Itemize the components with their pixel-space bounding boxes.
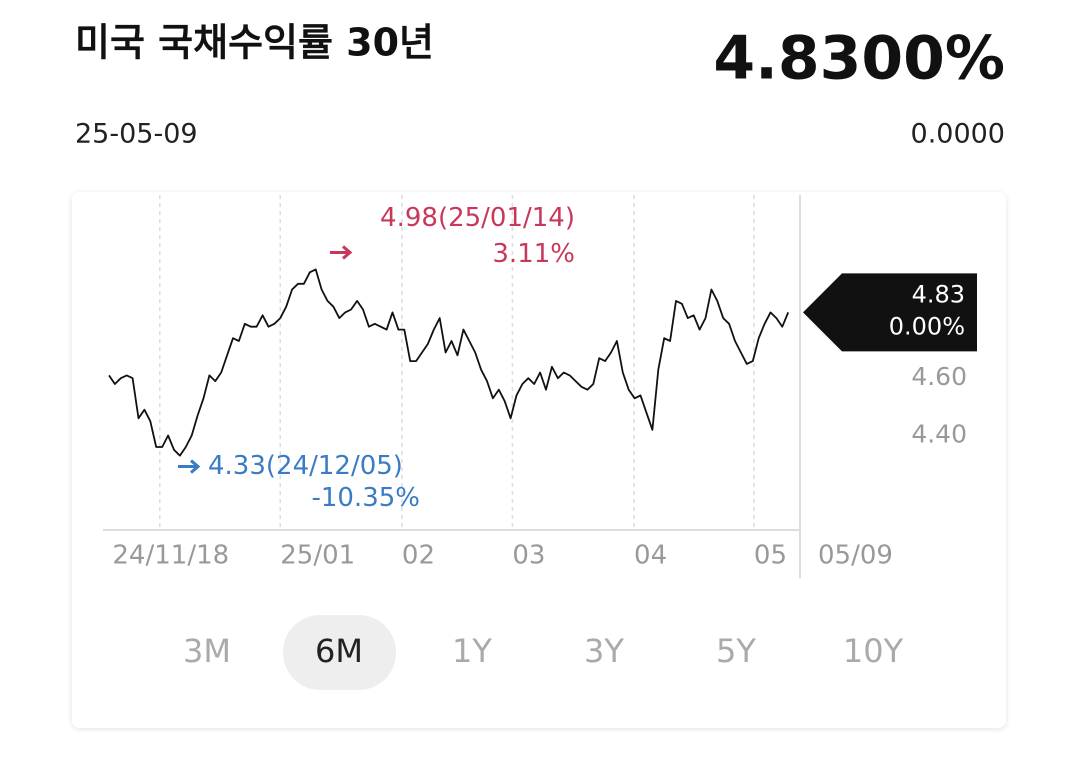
date: 25-05-09 (75, 119, 198, 150)
x-tick-label: 05 (754, 541, 787, 571)
last-value: 4.83 (912, 280, 965, 308)
price-line (108, 268, 790, 457)
y-tick-label: 4.60 (911, 362, 967, 391)
title: 미국 국채수익률 30년 (75, 21, 434, 65)
high-arrow (330, 245, 353, 260)
range-tab[interactable]: 1Y (452, 632, 492, 670)
high-label: 4.98(25/01/14) (380, 203, 575, 233)
high-change: 3.11% (492, 239, 575, 269)
x-tick-label: 25/01 (280, 541, 355, 571)
range-tab[interactable]: 10Y (843, 632, 904, 670)
x-tick-label: 05/09 (818, 541, 893, 571)
range-tab[interactable]: 3Y (584, 632, 624, 670)
range-tab[interactable]: 5Y (716, 632, 756, 670)
x-tick-label: 02 (402, 541, 435, 571)
last-tag (803, 273, 977, 352)
low-label: 4.33(24/12/05) (208, 451, 403, 481)
x-tick-label: 04 (634, 541, 667, 571)
last-change: 0.00% (889, 312, 965, 340)
change: 0.0000 (911, 119, 1005, 150)
low-arrow (178, 459, 201, 474)
x-tick-label: 24/11/18 (112, 541, 229, 571)
y-tick-label: 4.40 (911, 420, 967, 449)
x-tick-label: 03 (512, 541, 545, 571)
low-change: -10.35% (311, 483, 420, 513)
range-tab[interactable]: 3M (183, 632, 231, 670)
price: 4.8300% (713, 24, 1005, 94)
card (72, 192, 1006, 728)
range-tab[interactable]: 6M (315, 632, 363, 670)
selected-pill (283, 615, 396, 690)
